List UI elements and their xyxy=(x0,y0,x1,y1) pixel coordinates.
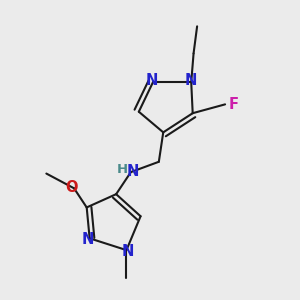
Text: H: H xyxy=(117,163,128,176)
Text: N: N xyxy=(122,244,134,259)
Text: N: N xyxy=(145,73,158,88)
Text: N: N xyxy=(127,164,140,179)
Text: O: O xyxy=(65,180,77,195)
Text: F: F xyxy=(229,97,239,112)
Text: N: N xyxy=(82,232,94,247)
Text: N: N xyxy=(185,73,197,88)
